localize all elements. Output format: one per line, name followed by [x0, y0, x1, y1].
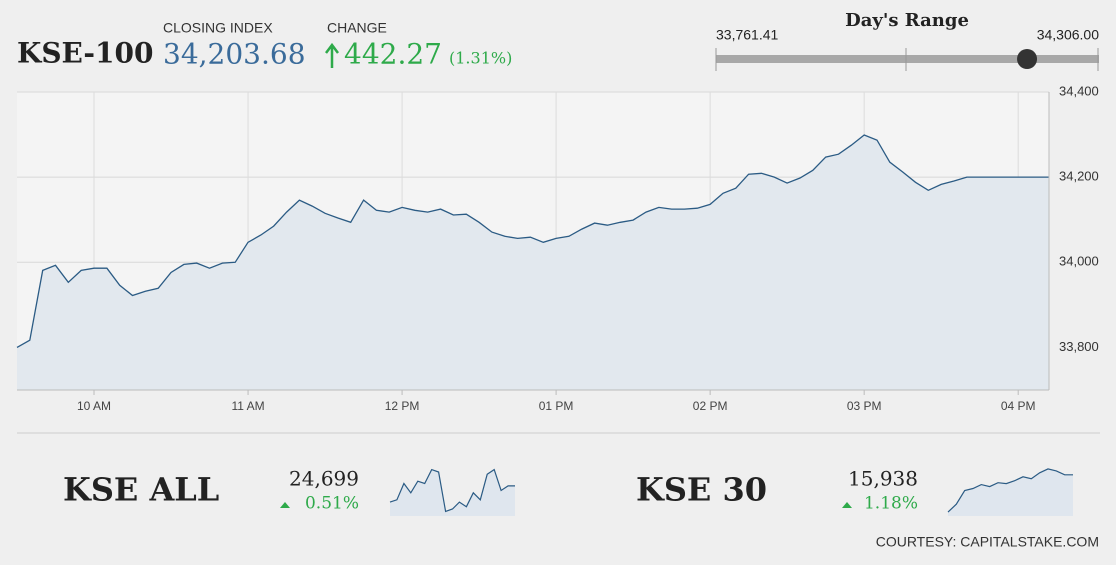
change-label: CHANGE: [327, 20, 387, 36]
index-change: 1.18%: [864, 494, 918, 514]
x-tick-label: 01 PM: [539, 399, 574, 413]
index-value: 15,938: [848, 467, 918, 491]
sparkline: [947, 468, 1073, 513]
line: [16, 134, 1049, 348]
change-value: 442.27: [344, 38, 442, 71]
range-marker: [1017, 49, 1038, 69]
y-tick-label: 33,800: [1059, 339, 1099, 354]
change-pct: (1.31%): [449, 49, 512, 68]
area: [17, 135, 1049, 390]
index-change: 0.51%: [305, 494, 359, 514]
range-bar: [716, 55, 1099, 63]
y-tick-label: 34,200: [1059, 169, 1099, 184]
index-title: KSE 30: [636, 471, 767, 509]
sparkline-area: [948, 468, 1073, 516]
closing-label: CLOSING INDEX: [163, 20, 273, 36]
x-tick-label: 12 PM: [385, 399, 420, 413]
range-title: Day's Range: [845, 10, 969, 31]
range-low: 33,761.41: [716, 27, 778, 43]
index-name: KSE-100: [17, 37, 154, 70]
courtesy: COURTESY: CAPITALSTAKE.COM: [876, 534, 1099, 550]
x-tick-label: 03 PM: [847, 399, 882, 413]
x-tick-label: 10 AM: [77, 399, 111, 413]
x-tick-label: 04 PM: [1001, 399, 1036, 413]
range-high: 34,306.00: [1037, 27, 1099, 43]
x-tick-label: 11 AM: [231, 399, 264, 413]
y-tick-label: 34,400: [1059, 83, 1099, 98]
sparkline: [389, 468, 515, 513]
index-title: KSE ALL: [63, 471, 219, 509]
x-tick-label: 02 PM: [693, 399, 728, 413]
up-triangle: [842, 502, 852, 508]
y-tick-label: 34,000: [1059, 254, 1099, 269]
sparkline-area: [390, 469, 515, 516]
closing-value: 34,203.68: [163, 38, 306, 71]
up-arrow: [325, 42, 339, 68]
index-value: 24,699: [289, 467, 359, 491]
up-triangle: [280, 502, 290, 508]
